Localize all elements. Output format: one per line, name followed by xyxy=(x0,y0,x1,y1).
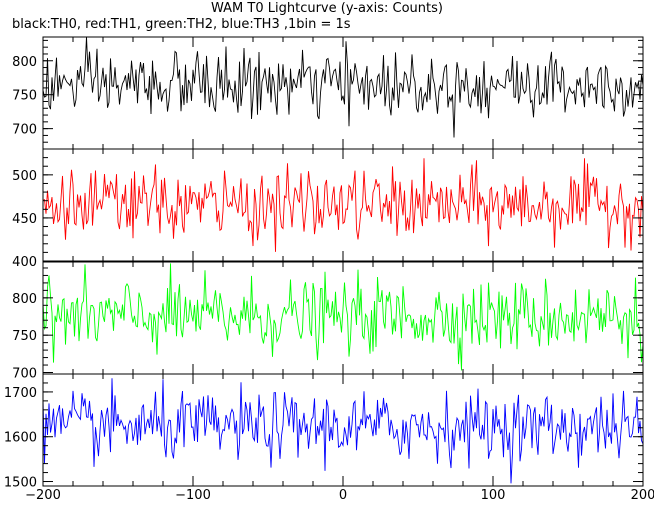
chart-title: WAM T0 Lightcurve (y-axis: Counts) xyxy=(211,1,443,16)
series-line-th3 xyxy=(43,378,643,484)
y-tick-label: 1700 xyxy=(4,386,37,401)
y-tick-label: 750 xyxy=(12,89,37,104)
y-tick-label: 1600 xyxy=(4,431,37,446)
y-tick-label: 800 xyxy=(12,55,37,70)
y-tick-label: 750 xyxy=(12,329,37,344)
x-tick-label: 100 xyxy=(481,488,506,503)
y-tick-label: 500 xyxy=(12,169,37,184)
x-tick-label: −200 xyxy=(25,488,61,503)
panel-th2: 700 750 800 xyxy=(12,261,644,382)
series-line-th0 xyxy=(43,37,643,138)
series-line-th1 xyxy=(43,158,643,252)
panel-frame xyxy=(42,373,644,487)
y-tick-label: 400 xyxy=(12,255,37,270)
panel-th1: 400 450 500 xyxy=(12,148,644,270)
x-tick-label: 200 xyxy=(631,488,654,503)
y-tick-label: 700 xyxy=(12,123,37,138)
x-tick-label: −100 xyxy=(175,488,211,503)
y-tick-label: 450 xyxy=(12,212,37,227)
x-tick-label: 0 xyxy=(339,488,347,503)
panel-th0: 700 750 800 xyxy=(12,36,644,150)
y-tick-label: 700 xyxy=(12,367,37,382)
chart-subtitle: black:TH0, red:TH1, green:TH2, blue:TH3 … xyxy=(12,17,351,32)
y-tick-label: 800 xyxy=(12,292,37,307)
y-tick-label: 1500 xyxy=(4,476,37,491)
series-line-th2 xyxy=(43,263,643,371)
panel-th3: 1500 1600 1700 xyxy=(4,373,644,491)
